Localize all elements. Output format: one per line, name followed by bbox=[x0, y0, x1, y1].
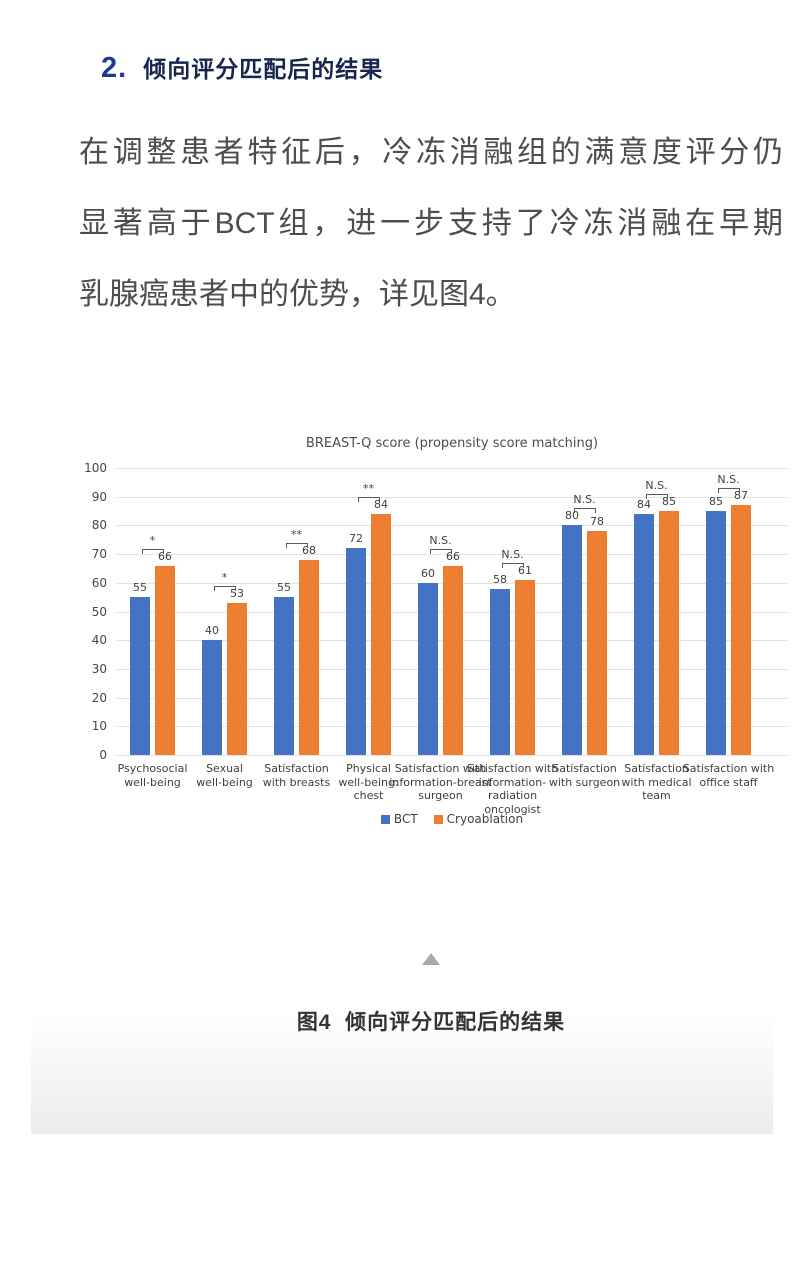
y-axis-tick-label: 30 bbox=[91, 661, 107, 676]
bar-cryoablation bbox=[515, 579, 535, 755]
chart-legend: BCT Cryoablation bbox=[116, 812, 788, 826]
x-axis-label: Satisfaction with medical team bbox=[621, 762, 692, 802]
bar-value-label: 85 bbox=[709, 495, 723, 509]
bar-cryoablation bbox=[443, 565, 463, 755]
bar-bct bbox=[562, 525, 582, 755]
paragraph-line: 显著高于BCT组，进一步支持了冷冻消融在早期 bbox=[79, 207, 783, 240]
body-paragraph: 在调整患者特征后，冷冻消融组的满意度评分仍 显著高于BCT组，进一步支持了冷冻消… bbox=[79, 117, 783, 330]
significance-bracket bbox=[717, 488, 740, 494]
legend-swatch bbox=[433, 814, 443, 824]
y-axis-tick-label: 20 bbox=[91, 690, 107, 705]
bar-value-label: 84 bbox=[374, 497, 388, 511]
y-axis-tick-label: 90 bbox=[91, 489, 107, 504]
section-title: 倾向评分匹配后的结果 bbox=[143, 56, 384, 82]
bar-cryoablation bbox=[731, 505, 751, 755]
bar-value-label: 55 bbox=[277, 581, 291, 595]
x-axis-label: Psychosocial well-being bbox=[117, 762, 188, 789]
figure-caption: 图4 倾向评分匹配后的结果 bbox=[296, 1011, 566, 1034]
x-axis-label: Satisfaction with information- radiation… bbox=[466, 762, 559, 816]
figure-chart: BREAST-Q score (propensity score matchin… bbox=[69, 430, 797, 850]
y-axis-tick-label: 70 bbox=[91, 547, 107, 562]
x-axis-label: Satisfaction with information-breast sur… bbox=[389, 762, 492, 802]
significance-label: N.S. bbox=[717, 473, 740, 487]
significance-label: * bbox=[149, 533, 156, 547]
paragraph-line: 乳腺癌患者中的优势，详见图4。 bbox=[79, 278, 516, 311]
significance-bracket bbox=[573, 508, 596, 514]
triangle-up-icon bbox=[422, 953, 440, 965]
bar-value-label: 40 bbox=[205, 624, 219, 638]
significance-bracket bbox=[141, 548, 164, 554]
bar-cryoablation bbox=[659, 511, 679, 755]
gridline bbox=[116, 755, 788, 756]
gridline bbox=[116, 525, 788, 527]
gridline bbox=[116, 554, 788, 556]
x-axis-label: Sexual well-being bbox=[196, 762, 253, 789]
bar-bct bbox=[490, 588, 510, 755]
significance-label: N.S. bbox=[573, 493, 596, 507]
gridline bbox=[116, 468, 788, 469]
bar-cryoablation bbox=[587, 531, 607, 755]
content-card: 2. 倾向评分匹配后的结果 在调整患者特征后，冷冻消融组的满意度评分仍 显著高于… bbox=[31, 0, 788, 1134]
bar-value-label: 87 bbox=[734, 489, 748, 503]
bar-bct bbox=[634, 513, 654, 755]
bar-cryoablation bbox=[299, 559, 319, 755]
significance-label: N.S. bbox=[645, 479, 668, 493]
y-axis-tick-label: 0 bbox=[99, 748, 107, 762]
bar-value-label: 53 bbox=[230, 586, 244, 600]
bar-bct bbox=[706, 511, 726, 755]
gridline bbox=[116, 496, 788, 498]
significance-label: ** bbox=[291, 527, 302, 541]
chart-title: BREAST-Q score (propensity score matchin… bbox=[305, 436, 599, 451]
section-heading: 2. 倾向评分匹配后的结果 bbox=[101, 50, 383, 85]
bar-bct bbox=[274, 597, 294, 755]
bar-bct bbox=[418, 582, 438, 755]
x-axis-label: Physical well-being: chest bbox=[338, 762, 399, 802]
bar-value-label: 85 bbox=[662, 495, 676, 509]
section-number: 2. bbox=[101, 52, 128, 84]
bar-cryoablation bbox=[371, 513, 391, 755]
significance-bracket bbox=[429, 548, 452, 554]
bar-cryoablation bbox=[227, 602, 247, 755]
bar-value-label: 72 bbox=[349, 532, 363, 546]
legend-item: BCT bbox=[380, 812, 418, 826]
x-axis-label: Satisfaction with office staff bbox=[682, 762, 775, 789]
bar-value-label: 58 bbox=[493, 572, 507, 586]
bar-value-label: 60 bbox=[421, 566, 435, 580]
y-axis-tick-label: 40 bbox=[91, 633, 107, 648]
bar-bct bbox=[130, 597, 150, 755]
bar-value-label: 66 bbox=[446, 549, 460, 563]
significance-label: N.S. bbox=[429, 533, 452, 547]
bar-value-label: 61 bbox=[518, 563, 532, 577]
significance-bracket bbox=[285, 542, 308, 548]
bar-bct bbox=[202, 640, 222, 755]
legend-label: Cryoablation bbox=[446, 812, 524, 826]
bar-value-label: 66 bbox=[158, 549, 172, 563]
significance-label: N.S. bbox=[501, 547, 524, 561]
y-axis-tick-label: 60 bbox=[91, 575, 107, 590]
significance-label: * bbox=[221, 570, 228, 584]
significance-bracket bbox=[213, 585, 236, 591]
significance-bracket bbox=[357, 496, 380, 502]
bar-value-label: 80 bbox=[565, 509, 579, 523]
y-axis-tick-label: 80 bbox=[91, 518, 107, 533]
x-axis-label: Satisfaction with surgeon bbox=[548, 762, 621, 789]
legend-label: BCT bbox=[393, 812, 418, 826]
legend-swatch bbox=[380, 814, 390, 824]
y-axis-tick-label: 10 bbox=[91, 719, 107, 734]
bar-value-label: 78 bbox=[590, 515, 604, 529]
significance-bracket bbox=[645, 494, 668, 500]
y-axis-tick-label: 50 bbox=[91, 604, 107, 619]
x-axis-label: Satisfaction with breasts bbox=[262, 762, 331, 789]
paragraph-line: 在调整患者特征后，冷冻消融组的满意度评分仍 bbox=[79, 136, 783, 169]
significance-bracket bbox=[501, 562, 524, 568]
y-axis-tick-label: 100 bbox=[84, 461, 107, 475]
legend-item: Cryoablation bbox=[433, 812, 524, 826]
significance-label: ** bbox=[363, 481, 374, 495]
bar-bct bbox=[346, 548, 366, 755]
bar-value-label: 55 bbox=[133, 581, 147, 595]
bar-value-label: 84 bbox=[637, 497, 651, 511]
bar-value-label: 68 bbox=[302, 543, 316, 557]
bar-cryoablation bbox=[155, 565, 175, 755]
